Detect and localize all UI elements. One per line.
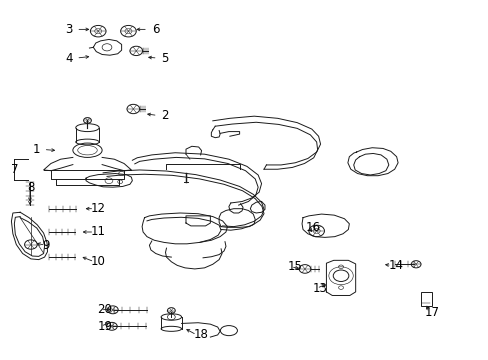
Text: 20: 20	[97, 303, 112, 316]
Text: 1: 1	[32, 143, 40, 156]
Text: 14: 14	[387, 259, 403, 272]
Text: 7: 7	[11, 163, 19, 176]
Text: 11: 11	[91, 225, 106, 238]
Text: 10: 10	[91, 255, 105, 268]
Text: 9: 9	[42, 239, 50, 252]
Text: 15: 15	[287, 260, 302, 273]
Text: 19: 19	[97, 320, 112, 333]
Text: 8: 8	[27, 181, 35, 194]
Text: 13: 13	[312, 282, 327, 295]
Text: 12: 12	[91, 202, 106, 215]
Text: 2: 2	[161, 109, 169, 122]
Text: 6: 6	[152, 23, 159, 36]
Text: 17: 17	[424, 306, 439, 319]
Text: 18: 18	[193, 328, 208, 341]
Text: 4: 4	[65, 51, 73, 64]
Text: 5: 5	[161, 51, 169, 64]
Text: 16: 16	[305, 221, 320, 234]
Text: 3: 3	[65, 23, 73, 36]
